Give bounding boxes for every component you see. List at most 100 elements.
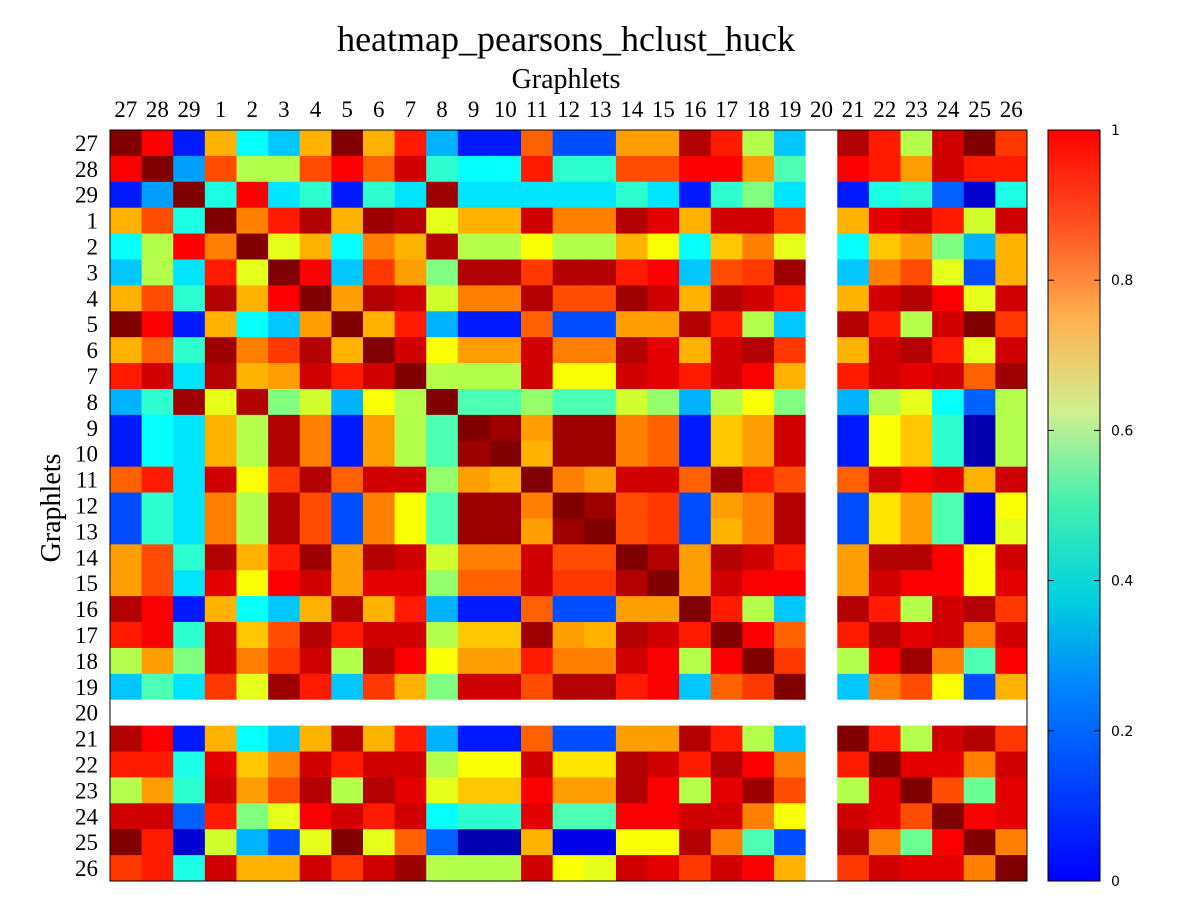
heatmap-cell — [679, 518, 712, 545]
heatmap-cell — [552, 622, 585, 649]
heatmap-cell — [331, 518, 364, 545]
heatmap-cell — [299, 388, 332, 416]
heatmap-cell — [521, 829, 554, 856]
heatmap-cell — [141, 518, 174, 545]
heatmap-cell — [868, 544, 902, 571]
x-tick-label: 26 — [1000, 97, 1023, 122]
heatmap-cell — [647, 181, 680, 209]
heatmap-cell — [236, 855, 269, 882]
heatmap-cell — [963, 259, 996, 286]
heatmap-cell — [995, 596, 1028, 623]
heatmap-cell — [173, 130, 206, 157]
heatmap-cell — [552, 363, 585, 390]
heatmap-cell — [995, 777, 1028, 804]
heatmap-cell — [900, 829, 933, 856]
heatmap-cell — [457, 466, 490, 494]
x-tick-label: 15 — [652, 97, 675, 122]
heatmap-cell — [331, 647, 364, 675]
heatmap-cell — [805, 673, 838, 701]
heatmap-cell — [110, 570, 143, 597]
heatmap-cell — [331, 777, 364, 804]
heatmap-cell — [489, 570, 522, 597]
heatmap-cell — [204, 570, 237, 597]
heatmap-cell — [173, 207, 206, 235]
heatmap-cell — [173, 363, 206, 390]
heatmap-cell — [742, 544, 775, 571]
heatmap-cell — [394, 855, 427, 882]
heatmap-cell — [489, 311, 522, 338]
y-tick-label: 3 — [87, 260, 99, 285]
y-tick-label: 10 — [75, 442, 98, 467]
heatmap-cell — [805, 363, 838, 390]
heatmap-cell — [995, 363, 1028, 390]
heatmap-cell — [647, 622, 680, 649]
heatmap-cell — [552, 803, 585, 830]
heatmap-cell — [932, 803, 965, 830]
x-tick-label: 3 — [278, 97, 290, 122]
heatmap-cell — [110, 414, 143, 442]
heatmap-cell — [805, 285, 838, 312]
heatmap-cell — [900, 259, 933, 286]
heatmap-cell — [299, 130, 332, 157]
heatmap-cell — [394, 285, 427, 312]
heatmap-cell — [679, 440, 712, 468]
heatmap-cell — [868, 466, 902, 494]
heatmap-cell — [426, 466, 459, 494]
heatmap-cell — [837, 855, 870, 882]
y-tick-label: 13 — [75, 519, 98, 544]
heatmap-cell — [552, 181, 585, 209]
heatmap-cell — [742, 233, 775, 260]
y-tick-label: 26 — [75, 856, 98, 881]
heatmap-cell — [742, 130, 775, 157]
heatmap-cell — [331, 130, 364, 157]
heatmap-cell — [963, 155, 996, 183]
heatmap-cell — [963, 829, 996, 856]
heatmap-cell — [426, 829, 459, 856]
colorbar-tick-label: 0 — [1111, 874, 1120, 890]
heatmap-cell — [647, 751, 680, 778]
heatmap-cell — [426, 492, 459, 519]
heatmap-cell — [457, 492, 490, 519]
heatmap-cell — [331, 725, 364, 753]
heatmap-cell — [394, 207, 427, 235]
heatmap-cell — [742, 647, 775, 675]
heatmap-cell — [742, 725, 775, 753]
heatmap-cell — [679, 570, 712, 597]
heatmap-cell — [584, 388, 617, 416]
heatmap-cell — [331, 673, 364, 701]
heatmap-cell — [647, 699, 680, 727]
heatmap-cell — [710, 337, 743, 364]
heatmap-cell — [552, 518, 585, 545]
heatmap-cell — [552, 544, 585, 571]
heatmap-cell — [647, 492, 680, 519]
x-tick-label: 28 — [146, 97, 169, 122]
heatmap-cell — [236, 285, 269, 312]
heatmap-cell — [742, 673, 775, 701]
heatmap-cell — [552, 233, 585, 260]
heatmap-cell — [236, 725, 269, 753]
heatmap-cell — [837, 181, 870, 209]
heatmap-cell — [900, 440, 933, 468]
x-tick-label: 10 — [494, 97, 517, 122]
heatmap-cell — [710, 181, 743, 209]
heatmap-cell — [489, 725, 522, 753]
heatmap-cell — [963, 751, 996, 778]
heatmap-cell — [805, 829, 838, 856]
heatmap-cell — [236, 311, 269, 338]
heatmap-cell — [837, 233, 870, 260]
heatmap-cell — [489, 259, 522, 286]
heatmap-cell — [805, 544, 838, 571]
heatmap-cell — [236, 829, 269, 856]
heatmap-cell — [362, 285, 396, 312]
heatmap-cell — [963, 414, 996, 442]
heatmap-cell — [679, 233, 712, 260]
heatmap-cell — [331, 440, 364, 468]
heatmap-cell — [837, 518, 870, 545]
x-tick-label: 22 — [873, 97, 896, 122]
heatmap-cell — [489, 622, 522, 649]
x-tick-label: 21 — [842, 97, 865, 122]
heatmap-cell — [679, 311, 712, 338]
heatmap-cell — [268, 725, 301, 753]
heatmap-cell — [774, 855, 807, 882]
heatmap-cell — [362, 466, 396, 494]
